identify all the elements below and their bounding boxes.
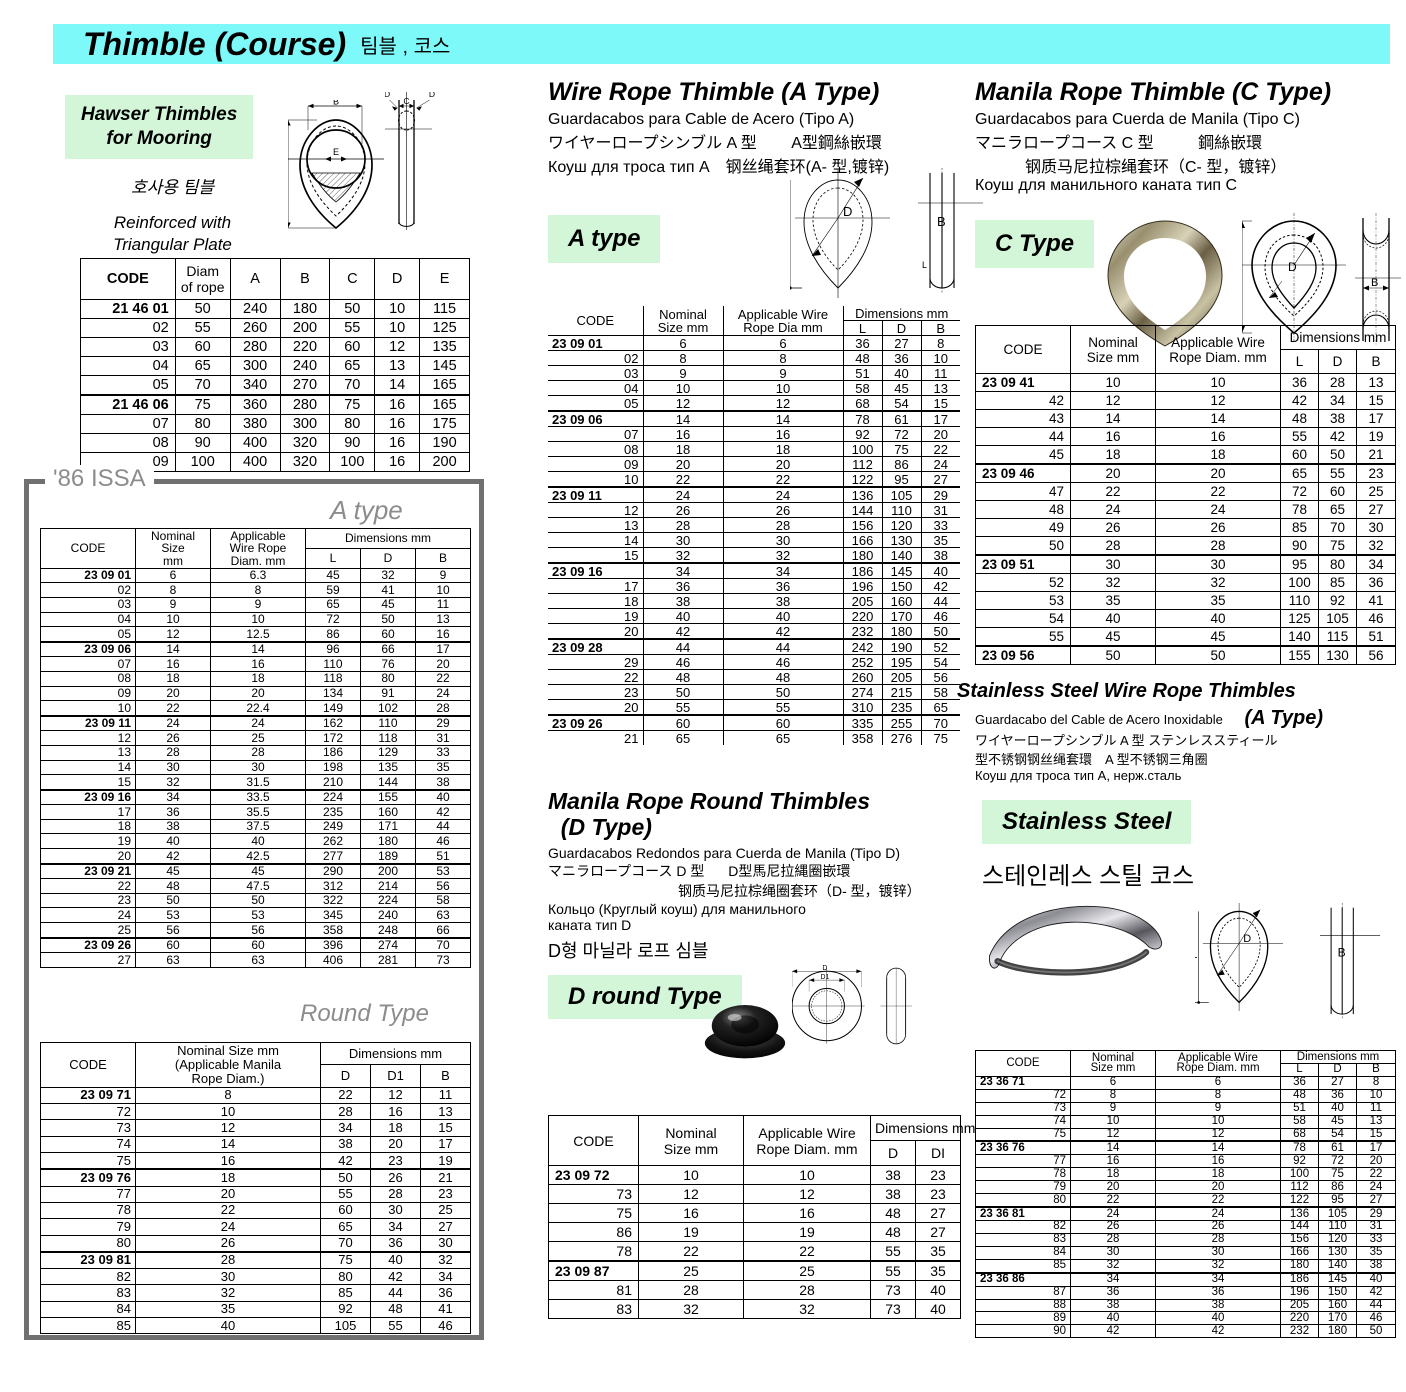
svg-text:L: L bbox=[922, 260, 927, 270]
svg-text:B: B bbox=[1371, 277, 1378, 289]
svg-text:B: B bbox=[1338, 946, 1346, 960]
svg-text:D: D bbox=[385, 92, 390, 99]
svg-text:B: B bbox=[333, 100, 339, 107]
svg-text:D: D bbox=[1243, 933, 1251, 945]
svg-text:L: L bbox=[1195, 949, 1197, 961]
svg-text:B: B bbox=[937, 214, 946, 229]
svg-text:C: C bbox=[403, 96, 409, 106]
svg-text:D: D bbox=[1288, 260, 1297, 274]
svg-text:E: E bbox=[333, 147, 339, 157]
svg-text:D: D bbox=[429, 92, 435, 99]
svg-text:D: D bbox=[822, 965, 827, 972]
svg-text:D: D bbox=[843, 204, 852, 219]
svg-text:D1: D1 bbox=[820, 974, 829, 981]
